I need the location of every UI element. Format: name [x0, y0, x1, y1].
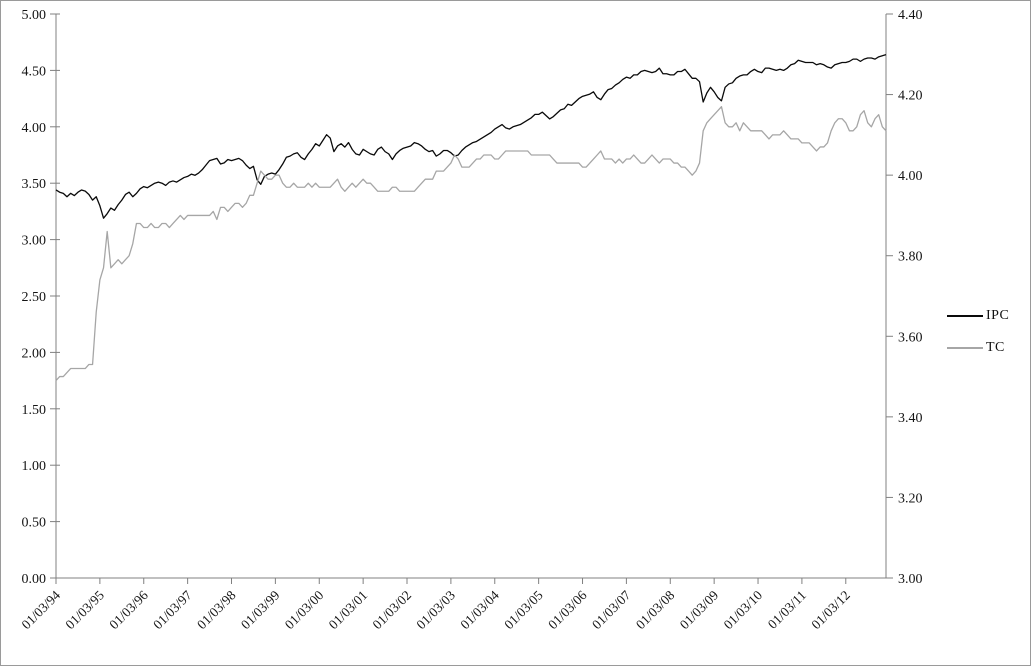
left-axis-tick-label: 1.50 [22, 403, 47, 418]
x-axis-tick-label: 01/03/95 [62, 587, 107, 632]
left-axis-tick-label: 0.00 [22, 572, 47, 587]
tc-line [55, 106, 887, 382]
x-axis-tick-label: 01/03/12 [808, 588, 853, 633]
x-axis-tick-label: 01/03/08 [633, 587, 678, 632]
right-axis-tick-label: 3.60 [898, 330, 923, 345]
legend-line-sample-tc [947, 347, 983, 349]
x-axis-tick-label: 01/03/00 [282, 587, 327, 632]
right-axis-tick-label: 4.00 [898, 169, 923, 184]
x-axis-tick-label: 01/03/10 [721, 587, 766, 632]
x-axis-tick-label: 01/03/05 [501, 587, 546, 632]
x-axis-tick-label: 01/03/02 [370, 588, 415, 633]
x-axis-tick-label: 01/03/99 [238, 587, 283, 632]
x-axis-tick-label: 01/03/98 [194, 587, 239, 632]
x-axis-tick-label: 01/03/11 [765, 588, 809, 632]
left-axis-tick-label: 4.00 [22, 121, 47, 136]
x-axis-tick-label: 01/03/06 [545, 587, 590, 632]
x-axis-tick-label: 01/03/94 [19, 587, 64, 632]
x-axis-tick-label: 01/03/01 [326, 588, 371, 633]
right-axis-tick-label: 3.20 [898, 491, 923, 506]
left-axis-tick-label: 5.00 [22, 8, 47, 23]
x-axis-tick-label: 01/03/07 [589, 587, 634, 632]
right-axis-tick-label: 4.20 [898, 89, 923, 104]
x-axis-tick-label: 01/03/97 [150, 587, 195, 632]
x-axis-tick-label: 01/03/96 [106, 587, 151, 632]
left-axis-tick-label: 0.50 [22, 516, 47, 531]
ipc-line [55, 53, 887, 219]
legend-line-sample-ipc [947, 315, 983, 317]
x-axis-tick-label: 01/03/04 [457, 587, 502, 632]
left-axis-tick-label: 2.00 [22, 346, 47, 361]
right-axis-tick-label: 3.80 [898, 250, 923, 265]
x-axis-tick-label: 01/03/09 [677, 587, 722, 632]
legend-item-tc: TC [947, 339, 1009, 357]
legend-label-ipc: IPC [986, 308, 1010, 323]
left-axis-tick-label: 1.00 [22, 459, 47, 474]
x-axis-tick-label: 01/03/03 [413, 587, 458, 632]
right-axis-tick-label: 3.00 [898, 572, 923, 587]
legend-item-ipc: IPC [947, 307, 1009, 325]
left-axis-tick-label: 3.50 [22, 177, 47, 192]
left-axis-tick-label: 3.00 [22, 234, 47, 249]
left-axis-tick-label: 4.50 [22, 64, 47, 79]
right-axis-tick-label: 3.40 [898, 411, 923, 426]
left-axis-tick-label: 2.50 [22, 290, 47, 305]
right-axis-tick-label: 4.40 [898, 8, 923, 23]
chart-legend: IPC TC [947, 307, 1009, 357]
legend-label-tc: TC [986, 340, 1005, 355]
